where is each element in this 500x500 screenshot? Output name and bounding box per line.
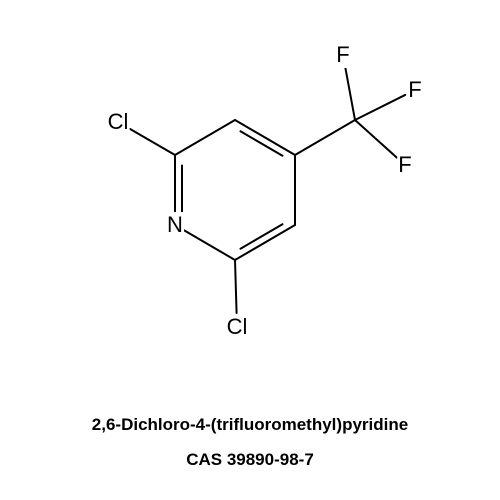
- cas-number: CAS 39890-98-7: [0, 450, 500, 470]
- atom-F2: F: [407, 77, 422, 103]
- compound-name: 2,6-Dichloro-4-(trifluoromethyl)pyridine: [0, 415, 500, 435]
- atom-F1: F: [335, 42, 350, 68]
- atom-F3: F: [397, 152, 412, 178]
- atom-Cl_bottom: Cl: [226, 314, 249, 340]
- atom-Cl_top: Cl: [107, 109, 130, 135]
- atom-N: N: [166, 212, 184, 238]
